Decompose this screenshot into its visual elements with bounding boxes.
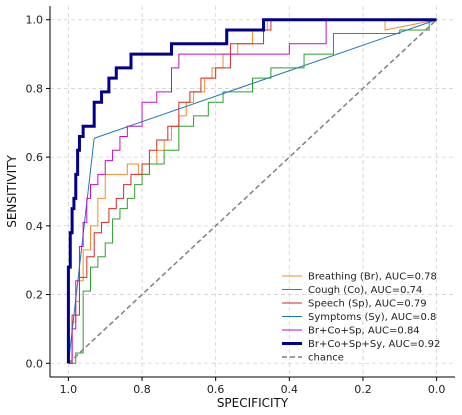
x-tick-label: 0.8: [133, 383, 151, 396]
legend-label: chance: [308, 353, 344, 364]
series-line-6: [66, 18, 437, 364]
series-line-2: [68, 19, 437, 364]
y-tick-label: 0.4: [26, 220, 44, 233]
tick-labels: 1.0 0.8 0.6 0.4 0.2 0.0 0.0 0.2 0.4 0.6 0.8 1.0: [26, 14, 446, 396]
legend-label: Speech (Sp), AUC=0.79: [308, 299, 427, 310]
legend-label: Cough (Co), AUC=0.74: [308, 285, 422, 296]
legend: Breathing (Br), AUC=0.78 Cough (Co), AUC=…: [282, 272, 440, 364]
series-layer: [66, 18, 438, 364]
legend-label: Br+Co+Sp, AUC=0.84: [308, 326, 420, 337]
y-tick-label: 0.8: [26, 82, 44, 95]
x-axis-title: SPECIFICITY: [217, 396, 289, 410]
series-line-5: [68, 19, 437, 364]
x-tick-label: 0.0: [428, 383, 446, 396]
y-axis-title: SENSITIVITY: [5, 155, 19, 228]
legend-label: Br+Co+Sp+Sy, AUC=0.92: [308, 339, 440, 350]
series-line-3: [68, 19, 437, 364]
axes: [46, 6, 455, 381]
y-tick-label: 1.0: [26, 14, 44, 27]
legend-label: Symptoms (Sy), AUC=0.8: [308, 312, 436, 323]
y-tick-label: 0.6: [26, 151, 44, 164]
x-tick-label: 0.2: [354, 383, 372, 396]
legend-label: Breathing (Br), AUC=0.78: [308, 272, 437, 283]
series-line-4: [67, 19, 437, 364]
x-tick-label: 0.6: [207, 383, 225, 396]
series-line-7: [67, 19, 438, 364]
x-tick-label: 1.0: [60, 383, 78, 396]
y-tick-label: 0.0: [26, 357, 44, 370]
x-tick-label: 0.4: [281, 383, 299, 396]
y-tick-label: 0.2: [26, 289, 44, 302]
